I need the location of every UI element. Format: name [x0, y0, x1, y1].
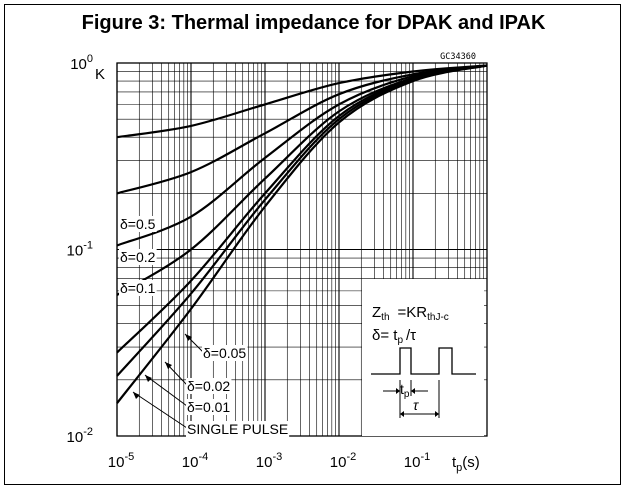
- figure-code: GC34360: [440, 52, 476, 62]
- series-label: δ=0.5: [120, 216, 156, 232]
- x-axis-label: tp(s): [452, 454, 480, 474]
- figure-frame: [4, 4, 621, 485]
- tp-label: tp: [400, 381, 410, 400]
- curve-3: [116, 64, 488, 296]
- series-label: δ=0.2: [120, 249, 156, 265]
- inset-legend: Zth =KRthJ-c δ= tp/τ tp τ: [362, 279, 484, 436]
- formula-line-1: Zth =KRthJ-c: [372, 304, 449, 323]
- y-tick-label: 100: [70, 53, 93, 73]
- curve-0: [116, 64, 488, 139]
- series-labels: δ=0.5 δ=0.2 δ=0.1 δ=0.05 δ=0.02 δ=0.01 SINGLE …: [119, 216, 290, 437]
- series-label: δ=0.02: [187, 378, 230, 394]
- x-tick-label: 10-4: [182, 451, 208, 471]
- x-tick-label: 10-1: [404, 451, 430, 471]
- pulse-waveform: [371, 347, 476, 375]
- series-label: δ=0.1: [120, 280, 156, 296]
- series-label: δ=0.05: [203, 345, 246, 361]
- plot-border: [116, 62, 488, 437]
- y-tick-label: 10-2: [67, 426, 93, 446]
- curve-2: [116, 64, 488, 247]
- formula-line-2: δ= tp/τ: [372, 327, 416, 346]
- tau-label: τ: [413, 397, 419, 413]
- series-label: δ=0.01: [187, 399, 230, 415]
- x-tick-label: 10-3: [256, 451, 282, 471]
- figure-title: Figure 3: Thermal impedance for DPAK and…: [81, 12, 546, 34]
- x-tick-labels: 10-5 10-4 10-3 10-2 10-1: [108, 451, 430, 471]
- x-tick-label: 10-2: [330, 451, 356, 471]
- label-leader: [144, 374, 188, 407]
- y-axis-label: K: [95, 66, 105, 83]
- curve-6: [116, 64, 488, 404]
- y-tick-labels: 100 10-1 10-2: [67, 53, 93, 446]
- series-label: SINGLE PULSE: [187, 421, 288, 437]
- label-leader: [132, 391, 188, 429]
- curves: [116, 64, 488, 404]
- curve-1: [116, 64, 488, 195]
- x-tick-label: 10-5: [108, 451, 134, 471]
- y-tick-label: 10-1: [67, 240, 93, 260]
